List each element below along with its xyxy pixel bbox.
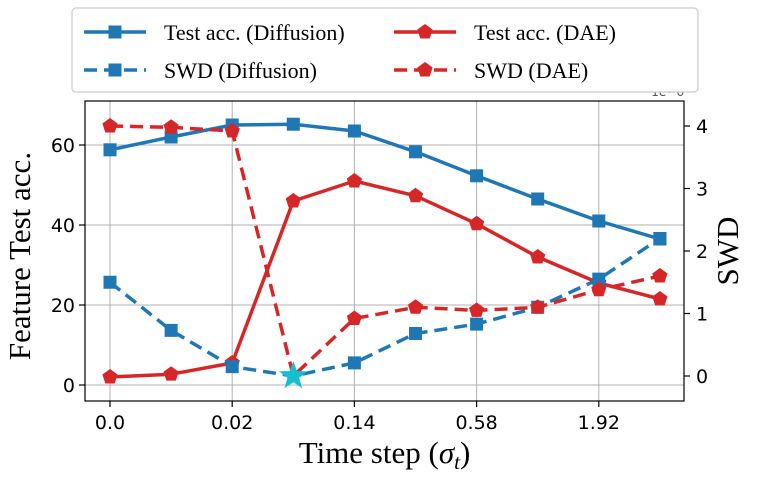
series-point (652, 291, 668, 306)
legend-label: SWD (Diffusion) (164, 58, 317, 83)
series-0 (103, 117, 667, 246)
series-point (346, 310, 363, 325)
series-point (164, 130, 178, 144)
legend-frame (71, 7, 699, 93)
series-point (530, 299, 546, 314)
series-point (225, 360, 239, 374)
series-point (347, 356, 361, 370)
y-tick-label: 60 (51, 135, 75, 157)
y2-tick-label: 0 (696, 366, 708, 388)
series-point (102, 118, 118, 133)
series-point (407, 187, 424, 203)
y-axis-right: 0 1 2 3 4 (684, 116, 708, 388)
series-line (108, 237, 661, 378)
series-point (286, 117, 300, 131)
legend: Test acc. (Diffusion) Test acc. (DAE) SWD … (71, 7, 699, 93)
series-line (109, 179, 661, 379)
legend-label: SWD (DAE) (474, 58, 588, 83)
series-3 (102, 118, 668, 378)
legend-marker (417, 24, 433, 39)
series-point (531, 192, 545, 206)
series-point (163, 119, 179, 134)
x-tick-label: 0.0 (95, 412, 125, 434)
series-point (409, 327, 422, 340)
legend-marker (417, 62, 433, 77)
series-point (592, 214, 606, 228)
series-point (102, 369, 118, 384)
x-tick-label: 0.02 (211, 412, 253, 434)
y-tick-label: 40 (51, 215, 75, 237)
series-point (530, 249, 546, 264)
series-point (103, 275, 117, 289)
highlight-star (279, 361, 308, 389)
y2-tick-label: 2 (696, 241, 708, 263)
series-point (285, 193, 301, 208)
series-point (164, 323, 178, 337)
plot-frame (84, 100, 685, 402)
series-point (468, 215, 485, 231)
y-tick-label: 20 (51, 295, 75, 317)
grid (85, 101, 684, 401)
x-axis-title: Time step (σt) (299, 435, 471, 474)
legend-label: Test acc. (DAE) (474, 20, 616, 45)
series-point (346, 173, 363, 188)
series-point (592, 272, 606, 286)
series-point (407, 299, 424, 314)
x-tick-label: 1.92 (578, 412, 620, 434)
x-axis: 0.0 0.02 0.14 0.58 1.92 (95, 401, 620, 434)
series-point (163, 366, 179, 381)
y2-axis-title: SWD (710, 217, 745, 286)
legend-item: SWD (DAE) (394, 58, 588, 83)
y-tick-label: 0 (63, 375, 75, 397)
legend-item: SWD (Diffusion) (84, 58, 317, 83)
series-layer (102, 117, 668, 389)
series-point (652, 268, 668, 283)
y2-tick-label: 1 (696, 304, 708, 326)
series-point (347, 124, 361, 138)
y2-tick-label: 3 (696, 179, 708, 201)
legend-marker (108, 63, 122, 77)
y-axis-title: Feature Test acc. (2, 152, 37, 360)
series-point (409, 145, 422, 159)
series-line (109, 124, 661, 378)
series-point (468, 302, 485, 317)
series-point (470, 317, 484, 331)
series-2 (103, 232, 667, 378)
y2-tick-label: 4 (696, 116, 708, 138)
legend-item: Test acc. (DAE) (394, 20, 616, 45)
x-tick-label: 0.14 (333, 412, 375, 434)
x-tick-label: 0.58 (455, 412, 497, 434)
series-line (109, 122, 661, 241)
series-point (591, 281, 607, 297)
legend-marker (108, 25, 122, 39)
series-point (224, 123, 240, 138)
series-point (103, 143, 117, 157)
legend-item: Test acc. (Diffusion) (84, 20, 345, 45)
legend-label: Test acc. (Diffusion) (164, 20, 345, 45)
series-point (653, 232, 667, 245)
series-point (470, 169, 484, 183)
y-axis-left: 0 20 40 60 (51, 135, 85, 397)
series-1 (102, 173, 668, 384)
